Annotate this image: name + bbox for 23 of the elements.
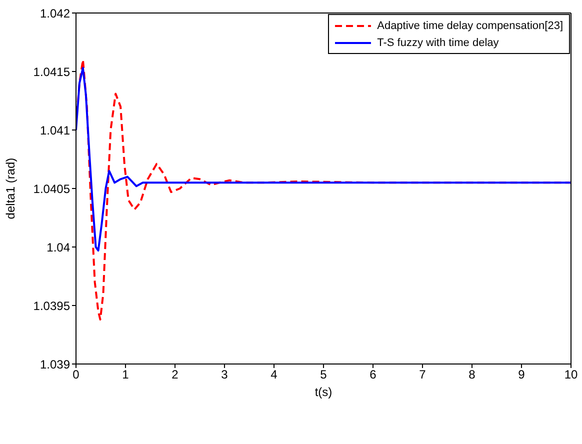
y-tick-label: 1.0415 (33, 64, 70, 79)
y-tick-label: 1.04 (46, 240, 70, 254)
legend-label: T-S fuzzy with time delay (377, 36, 499, 48)
x-tick-label: 5 (320, 368, 328, 382)
x-tick-label: 7 (419, 368, 426, 382)
x-axis-title: t(s) (314, 385, 332, 399)
x-tick-label: 9 (518, 368, 526, 382)
y-tick-label: 1.0395 (33, 298, 70, 313)
x-tick-label: 0 (72, 368, 80, 382)
y-tick-label: 1.042 (40, 6, 70, 20)
legend-label: Adaptive time delay compensation[23] (377, 20, 563, 32)
y-tick-label: 1.039 (40, 357, 70, 372)
x-tick-label: 6 (370, 368, 377, 382)
x-tick-label: 10 (564, 368, 578, 382)
y-tick-label: 1.041 (40, 123, 70, 138)
x-tick-label: 3 (221, 368, 228, 382)
x-tick-label: 1 (122, 368, 130, 382)
x-tick-label: 2 (172, 368, 179, 382)
x-tick-label: 4 (270, 368, 278, 382)
y-tick-label: 1.0405 (33, 182, 70, 196)
y-axis-title: delta1 (rad) (3, 158, 18, 220)
line-series (76, 66, 571, 252)
x-tick-label: 8 (468, 368, 476, 382)
